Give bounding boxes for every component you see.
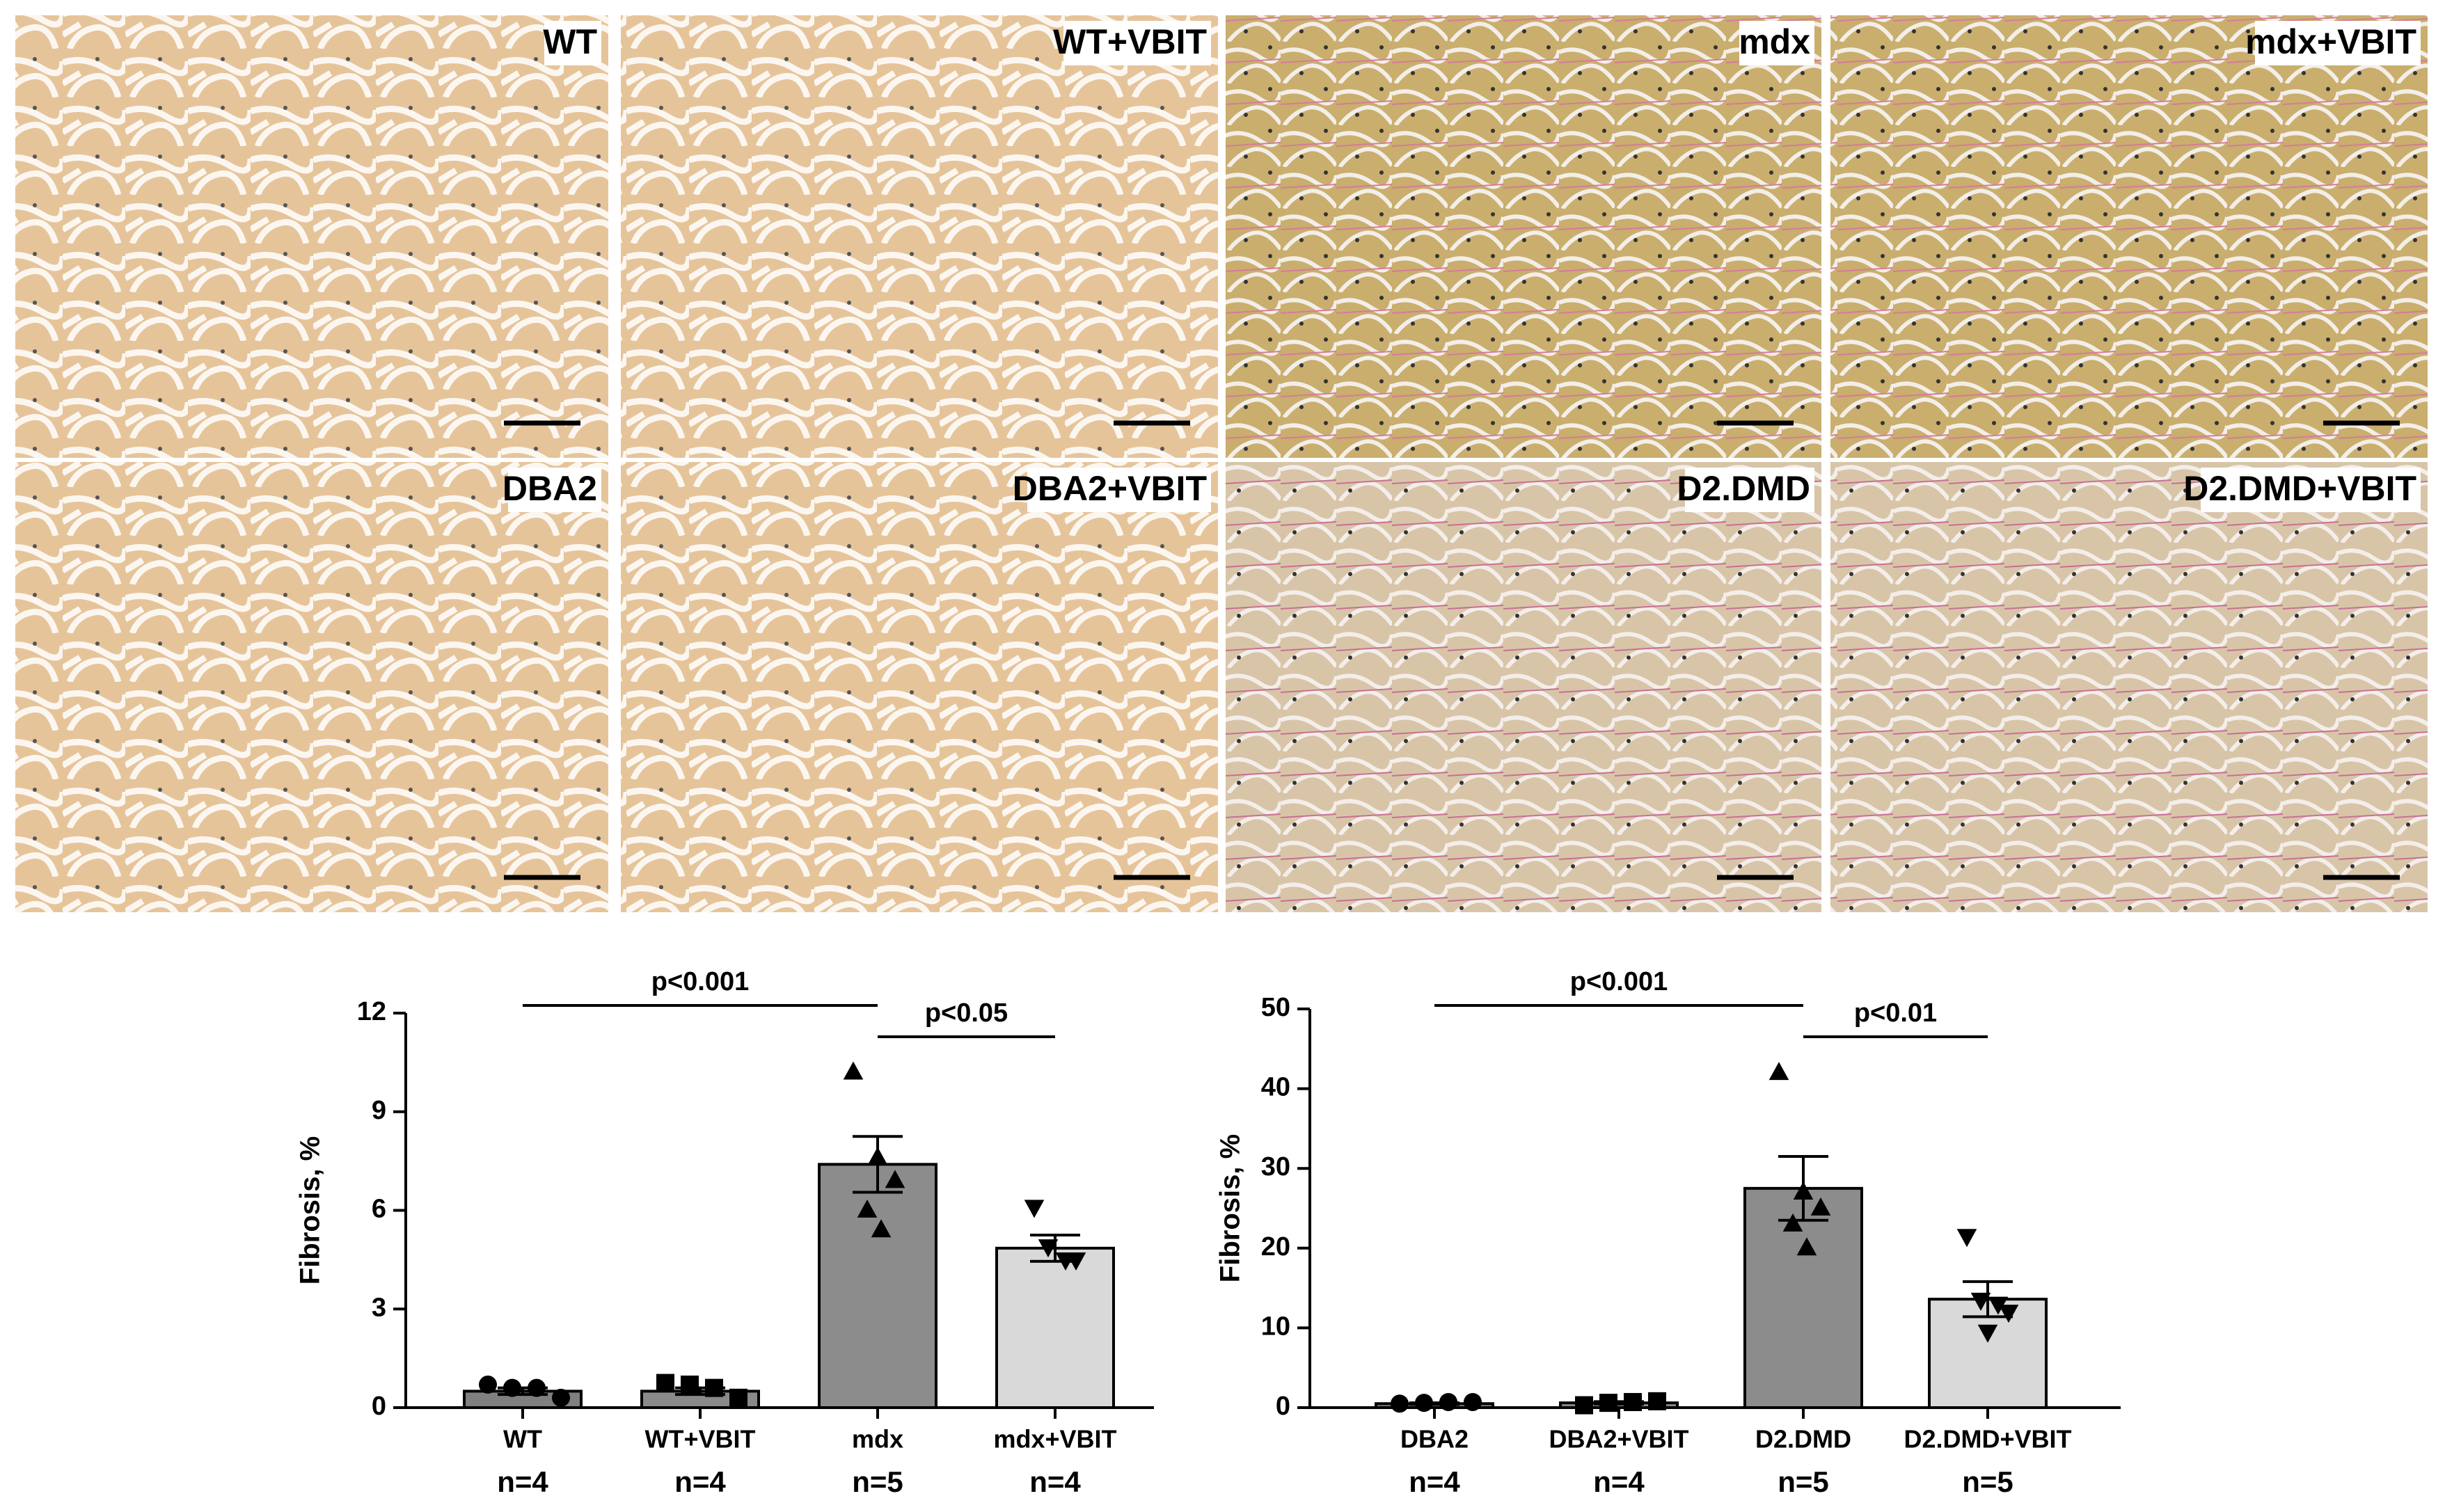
data-point: [857, 1199, 878, 1218]
label-background: [1027, 468, 1211, 512]
data-point: [1464, 1392, 1482, 1411]
x-tick-label: D2.DMD: [1755, 1425, 1851, 1454]
bar: [995, 1246, 1115, 1410]
data-point: [1769, 1062, 1789, 1081]
data-point: [1038, 1239, 1059, 1258]
panel-label: mdx+VBIT: [2245, 22, 2416, 61]
n-label: n=4: [1409, 1465, 1460, 1498]
label-background: [2255, 21, 2421, 65]
x-tick-label: WT: [503, 1425, 542, 1454]
y-tick-label: 10: [1261, 1312, 1290, 1341]
data-point: [1793, 1181, 1814, 1200]
histology-image: [1226, 462, 1821, 912]
y-tick-label: 0: [372, 1392, 386, 1421]
histology-image: [1830, 15, 2428, 458]
label-background: [508, 468, 601, 512]
n-label: n=5: [1778, 1465, 1829, 1498]
label-background: [2201, 468, 2421, 512]
data-point: [1998, 1305, 2019, 1323]
data-point: [1988, 1296, 2009, 1315]
data-point: [681, 1375, 699, 1394]
x-tick-label: D2.DMD+VBIT: [1904, 1425, 2071, 1454]
histology-image: [1226, 15, 1821, 458]
histology-image: [621, 462, 1218, 912]
label-background: [1063, 21, 1211, 65]
data-point: [1599, 1394, 1617, 1412]
panel-label: D2.DMD+VBIT: [2183, 469, 2416, 508]
panel-label: mdx: [1739, 22, 1810, 61]
significance-label: p<0.01: [1854, 998, 1937, 1028]
data-point: [867, 1147, 888, 1165]
histology-image: [1830, 462, 2428, 912]
significance-label: p<0.05: [925, 998, 1008, 1028]
y-tick-label: 30: [1261, 1152, 1290, 1181]
significance-label: p<0.001: [651, 967, 750, 996]
label-background: [544, 21, 601, 65]
data-point: [1648, 1392, 1666, 1410]
data-point: [1977, 1324, 1998, 1343]
error-bar: [1963, 1280, 2013, 1319]
data-point: [528, 1378, 546, 1397]
panel-label: WT: [543, 22, 597, 61]
n-label: n=5: [852, 1465, 903, 1498]
data-point: [1970, 1292, 1991, 1311]
histology-image: [15, 462, 608, 912]
y-tick-label: 9: [372, 1096, 386, 1125]
x-tick-label: DBA2: [1400, 1425, 1469, 1454]
data-point: [705, 1378, 723, 1397]
x-tick-label: mdx: [852, 1425, 903, 1454]
data-point: [885, 1170, 905, 1188]
histology-image: [15, 15, 608, 458]
data-point: [503, 1378, 521, 1397]
n-label: n=4: [1593, 1465, 1645, 1498]
data-point: [552, 1388, 570, 1407]
data-point: [1066, 1252, 1086, 1271]
data-point: [843, 1061, 864, 1080]
data-point: [871, 1219, 892, 1238]
data-point: [1575, 1396, 1593, 1415]
y-tick-label: 12: [357, 997, 386, 1026]
bar: [818, 1163, 937, 1409]
data-point: [1415, 1394, 1433, 1412]
y-tick-label: 20: [1261, 1232, 1290, 1262]
panel-label: DBA2+VBIT: [1013, 469, 1207, 508]
y-tick-label: 40: [1261, 1073, 1290, 1102]
y-tick-label: 3: [372, 1293, 386, 1322]
y-axis-label: Fibrosis, %: [295, 1136, 326, 1284]
data-point: [1810, 1197, 1831, 1216]
label-background: [1739, 21, 1814, 65]
data-point: [1796, 1237, 1817, 1256]
bar: [1743, 1186, 1863, 1409]
y-tick-label: 6: [372, 1195, 386, 1224]
x-tick-label: mdx+VBIT: [993, 1425, 1116, 1454]
n-label: n=4: [1029, 1465, 1081, 1498]
panel-label: D2.DMD: [1677, 469, 1810, 508]
x-tick-label: DBA2+VBIT: [1549, 1425, 1688, 1454]
histology-image: [621, 15, 1218, 458]
panel-label: WT+VBIT: [1053, 22, 1207, 61]
data-point: [1624, 1392, 1642, 1411]
data-point: [1782, 1213, 1803, 1232]
x-tick-label: WT+VBIT: [645, 1425, 756, 1454]
n-label: n=4: [497, 1465, 548, 1498]
data-point: [1024, 1200, 1045, 1218]
data-point: [1439, 1392, 1457, 1411]
data-point: [656, 1374, 674, 1392]
significance-label: p<0.001: [1570, 967, 1668, 996]
n-label: n=5: [1962, 1465, 2013, 1498]
data-point: [729, 1388, 747, 1407]
panel-label: DBA2: [503, 469, 597, 508]
data-point: [1956, 1229, 1977, 1248]
n-label: n=4: [674, 1465, 726, 1498]
y-axis-label: Fibrosis, %: [1215, 1134, 1246, 1282]
data-point: [1391, 1394, 1409, 1413]
data-point: [479, 1375, 497, 1394]
y-tick-label: 0: [1276, 1392, 1290, 1421]
label-background: [1685, 468, 1814, 512]
y-tick-label: 50: [1261, 993, 1290, 1022]
